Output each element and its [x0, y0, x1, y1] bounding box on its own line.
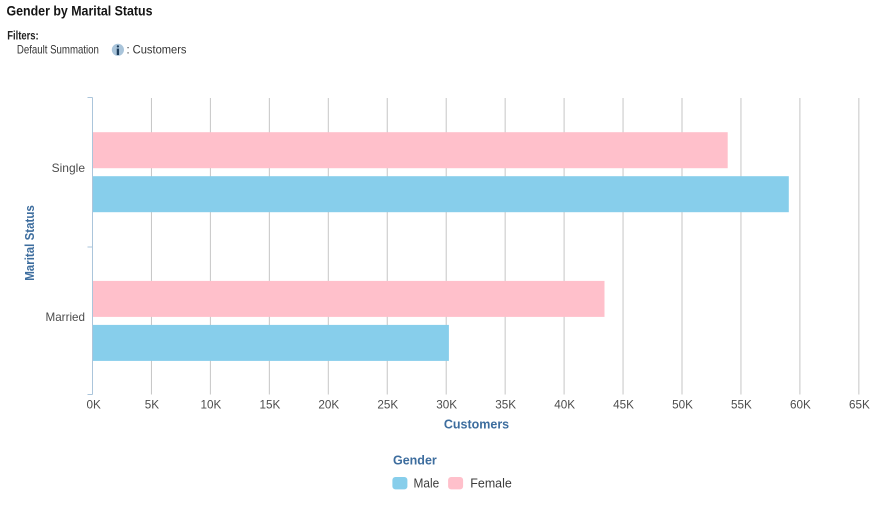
svg-text:: Customers: : Customers [127, 44, 187, 57]
svg-text:Gender by Marital Status: Gender by Marital Status [7, 2, 153, 18]
svg-text:Filters:: Filters: [7, 28, 39, 42]
svg-text:50K: 50K [672, 398, 693, 411]
svg-text:20K: 20K [318, 398, 339, 411]
svg-text:Gender: Gender [393, 453, 437, 467]
svg-text:Male: Male [414, 475, 440, 490]
svg-text:60K: 60K [790, 398, 811, 411]
svg-text:Female: Female [470, 475, 512, 490]
svg-text:55K: 55K [731, 398, 752, 411]
svg-text:Marital Status: Marital Status [23, 205, 37, 281]
svg-text:30K: 30K [436, 398, 457, 411]
svg-text:Married: Married [46, 310, 86, 324]
svg-text:35K: 35K [495, 398, 516, 411]
svg-text:65K: 65K [849, 398, 870, 411]
svg-text:10K: 10K [201, 398, 222, 411]
svg-text:15K: 15K [259, 398, 280, 411]
svg-text:25K: 25K [377, 398, 398, 411]
svg-text:Default Summation: Default Summation [17, 44, 99, 57]
svg-text:Single: Single [52, 161, 86, 175]
svg-text:40K: 40K [554, 398, 575, 411]
svg-text:0K: 0K [86, 398, 101, 411]
svg-text:45K: 45K [613, 398, 634, 411]
svg-text:Customers: Customers [444, 418, 509, 432]
svg-text:5K: 5K [145, 398, 160, 411]
